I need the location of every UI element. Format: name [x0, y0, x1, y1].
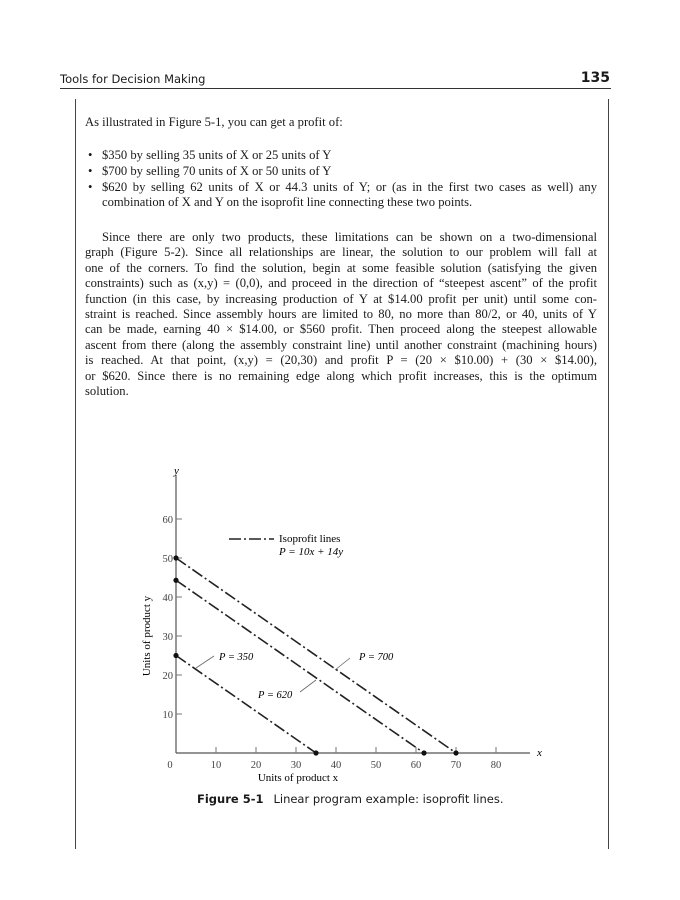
x-axis-label: Units of product x — [258, 772, 339, 784]
x-tick-label: 10 — [211, 760, 222, 771]
bullet-item: • $620 by selling 62 units of X or 44.3 u… — [88, 180, 597, 211]
series-label: P = 350 — [218, 652, 254, 663]
paragraph-line: ascent from there (along the assembly co… — [85, 337, 597, 352]
intercept-point — [421, 750, 427, 756]
series-label: P = 620 — [257, 690, 293, 701]
paragraph-line: can be made, earning 40 × $14.00, or $56… — [85, 322, 597, 337]
x-tick-label: 70 — [451, 760, 462, 771]
y-tick-label: 50 — [163, 554, 174, 565]
intercept-point — [453, 750, 459, 756]
series-label-leader — [195, 655, 215, 669]
left-box-border — [75, 99, 77, 849]
bullet-icon: • — [88, 180, 93, 194]
paragraph-line: straint is reached. Since assembly hours… — [85, 307, 597, 322]
bullet-line: combination of X and Y on the isoprofit … — [102, 195, 473, 210]
intercept-point — [173, 555, 179, 561]
y-axis-letter: y — [173, 465, 179, 477]
legend-equation: P = 10x + 14y — [278, 546, 343, 558]
x-tick-label: 30 — [291, 760, 302, 771]
paragraph-line: function (in this case, by increasing pr… — [85, 291, 597, 306]
header-rule — [60, 88, 611, 89]
bullet-icon: • — [88, 164, 93, 178]
bullet-line: $700 by selling 70 units of X or 50 unit… — [102, 164, 332, 178]
y-tick-label: 40 — [163, 593, 174, 604]
bullet-item: • $350 by selling 35 units of X or 25 uni… — [88, 148, 597, 163]
bullet-item: • $700 by selling 70 units of X or 50 uni… — [88, 164, 597, 179]
right-box-border — [608, 99, 610, 849]
bullet-icon: • — [88, 148, 93, 162]
page-number: 135 — [580, 70, 610, 86]
intro-text: As illustrated in Figure 5-1, you can ge… — [85, 115, 343, 129]
figure-caption: Figure 5-1 Linear program example: isopro… — [197, 792, 503, 806]
x-axis-letter: x — [536, 747, 542, 759]
intercept-point — [173, 577, 179, 583]
series-label-leader — [299, 679, 317, 693]
intercept-point — [313, 750, 319, 756]
y-tick-label: 60 — [163, 515, 174, 526]
origin-label: 0 — [167, 760, 172, 771]
series-label: P = 700 — [358, 652, 394, 663]
series-label-leader — [334, 657, 351, 671]
isoprofit-line — [175, 557, 457, 754]
figure-label: Figure 5-1 — [197, 792, 264, 806]
x-tick-label: 50 — [371, 760, 382, 771]
bullet-line: $350 by selling 35 units of X or 25 unit… — [102, 148, 332, 162]
bullet-line: $620 by selling 62 units of X or 44.3 un… — [102, 180, 597, 194]
isoprofit-line — [175, 654, 317, 754]
paragraph-line: or $620. Since there is no remaining edg… — [85, 368, 597, 383]
running-title: Tools for Decision Making — [60, 72, 206, 86]
body-paragraph: Since there are only two products, these… — [85, 230, 597, 399]
y-axis-label: Units of product y — [141, 595, 153, 676]
paragraph-line: Since there are only two products, these… — [102, 230, 597, 244]
x-tick-label: 40 — [331, 760, 342, 771]
isoprofit-line — [175, 579, 425, 754]
paragraph-line: solution. — [85, 384, 129, 399]
y-tick-label: 30 — [163, 632, 174, 643]
paragraph-line: is reached. At that point, (x,y) = (20,3… — [85, 353, 597, 368]
x-tick-label: 60 — [411, 760, 422, 771]
intercept-point — [173, 652, 179, 659]
paragraph-line: one of the corners. To find the solution… — [85, 260, 597, 275]
y-tick-label: 10 — [163, 710, 174, 721]
paragraph-line: constraints) such as (x,y) = (0,0), and … — [85, 276, 597, 291]
legend-label: Isoprofit lines — [279, 533, 340, 545]
x-tick-label: 80 — [491, 760, 502, 771]
paragraph-line: graph (Figure 5-2). Since all relationsh… — [85, 245, 597, 260]
x-tick-label: 20 — [251, 760, 262, 771]
y-tick-label: 20 — [163, 671, 174, 682]
figure-caption-text: Linear program example: isoprofit lines. — [273, 792, 504, 806]
